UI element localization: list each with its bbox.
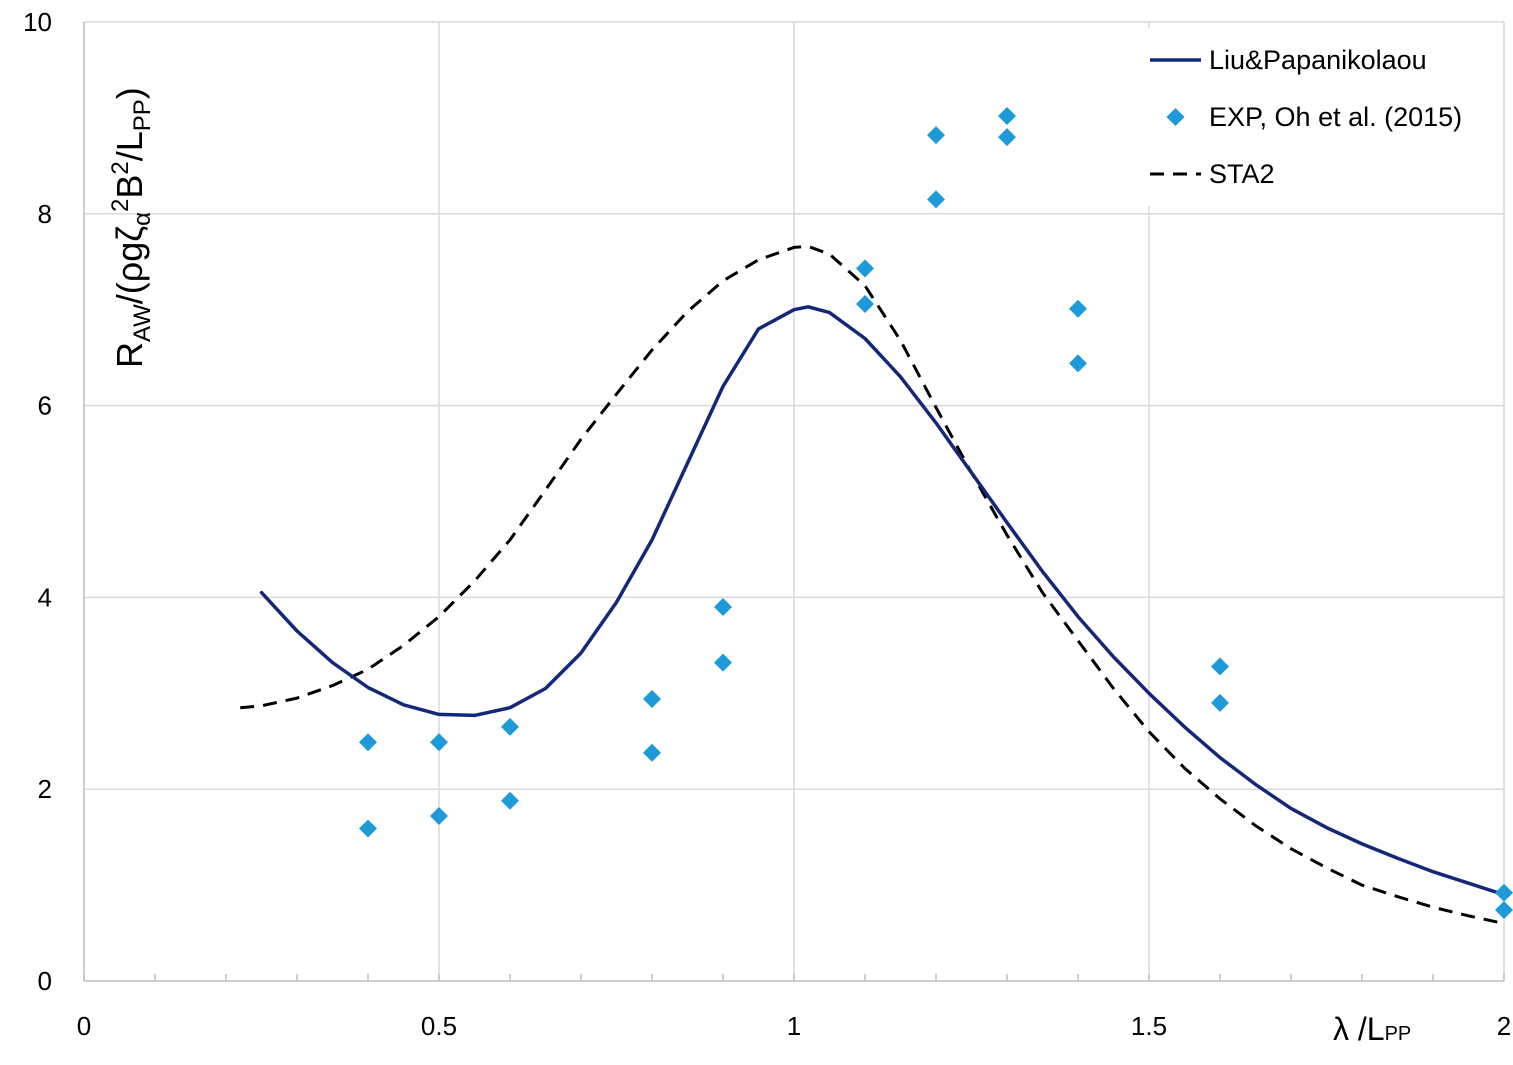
data-point bbox=[856, 259, 874, 278]
data-point bbox=[714, 597, 732, 616]
data-point bbox=[359, 733, 377, 752]
x-tick-label: 0.5 bbox=[421, 1011, 457, 1041]
data-point bbox=[430, 807, 448, 826]
x-tick-label: 1.5 bbox=[1131, 1011, 1167, 1041]
y-axis-title-part: B bbox=[109, 175, 150, 199]
y-tick-label: 2 bbox=[38, 774, 52, 804]
series-line-solid bbox=[259, 305, 1506, 897]
y-axis-title-part: α bbox=[129, 212, 156, 226]
data-point bbox=[501, 717, 519, 736]
data-point bbox=[1211, 657, 1229, 676]
data-point bbox=[1211, 693, 1229, 712]
legend-label: EXP, Oh et al. (2015) bbox=[1209, 102, 1462, 132]
x-tick-label: 2 bbox=[1497, 1011, 1511, 1041]
data-point bbox=[1495, 901, 1513, 920]
legend-marker bbox=[1166, 108, 1185, 126]
y-axis-title-part: PP bbox=[129, 99, 156, 131]
y-axis-title-part: 2 bbox=[107, 199, 134, 212]
y-tick-label: 6 bbox=[38, 391, 52, 421]
legend-label: STA2 bbox=[1209, 159, 1275, 189]
x-axis-title-sub: PP bbox=[1385, 1023, 1412, 1045]
data-point bbox=[856, 294, 874, 313]
data-point bbox=[1069, 354, 1087, 373]
data-point bbox=[643, 690, 661, 709]
legend-label: Liu&Papanikolaou bbox=[1209, 45, 1427, 75]
y-axis-title-part: /L bbox=[109, 131, 150, 161]
series-line-dashed bbox=[240, 244, 1505, 925]
data-point bbox=[1069, 299, 1087, 318]
y-tick-label: 0 bbox=[38, 966, 52, 996]
data-point bbox=[927, 190, 945, 209]
x-tick-label: 0 bbox=[77, 1011, 91, 1041]
y-tick-label: 10 bbox=[23, 7, 52, 37]
y-axis-title-part: /(ρgζ bbox=[109, 226, 150, 304]
data-point bbox=[1495, 883, 1513, 902]
data-point bbox=[643, 743, 661, 762]
data-point bbox=[714, 653, 732, 672]
x-tick-label: 1 bbox=[787, 1011, 801, 1041]
data-point bbox=[430, 733, 448, 752]
axes bbox=[83, 22, 1505, 982]
data-point bbox=[359, 819, 377, 838]
y-axis-title-part: ) bbox=[109, 87, 150, 99]
y-axis-title: RAW/(ρgζα2B2/LPP) bbox=[107, 87, 156, 368]
tick-labels: 0 2 4 6 8 10 0 0.5 1 1.5 2 bbox=[23, 7, 1511, 1041]
x-axis-title-main: λ /L bbox=[1333, 1011, 1385, 1047]
y-axis-title-part: 2 bbox=[107, 161, 134, 174]
y-tick-label: 4 bbox=[38, 582, 52, 612]
legend: Liu&Papanikolaou EXP, Oh et al. (2015) STA… bbox=[1140, 28, 1502, 206]
x-axis-title: λ /LPP bbox=[1333, 1011, 1411, 1047]
legend-background bbox=[1140, 28, 1502, 206]
y-axis-title-part: R bbox=[109, 342, 150, 368]
series-markers bbox=[359, 106, 1513, 920]
y-axis-title-part: AW bbox=[129, 304, 156, 342]
data-point bbox=[501, 791, 519, 810]
y-tick-label: 8 bbox=[38, 199, 52, 229]
data-point bbox=[927, 126, 945, 145]
data-point bbox=[998, 106, 1016, 125]
data-point bbox=[998, 128, 1016, 147]
series-layer bbox=[240, 106, 1513, 925]
